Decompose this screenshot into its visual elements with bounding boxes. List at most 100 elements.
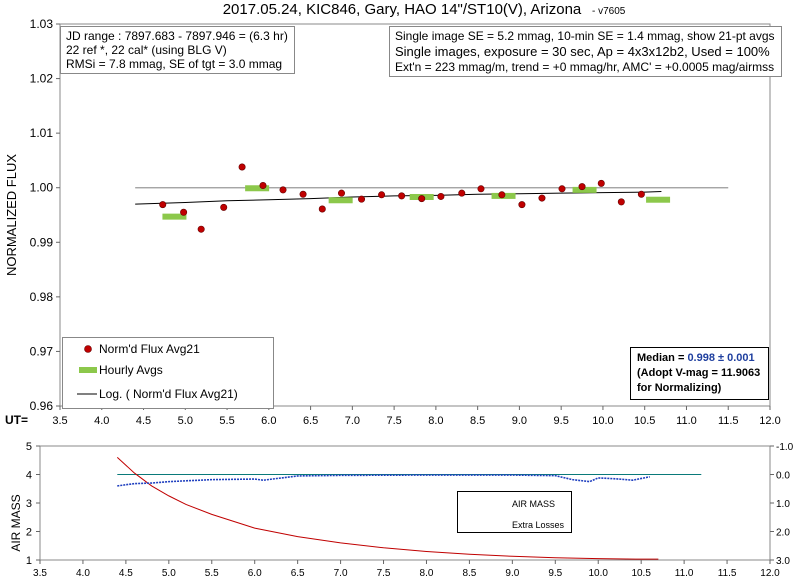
top-y-tick-label: 1.00 — [30, 181, 54, 195]
bottom-x-tick-label: 10.5 — [631, 568, 651, 579]
airmass-curve — [116, 457, 659, 560]
flux-point — [637, 190, 645, 198]
normalizing-line: for Normalizing) — [637, 382, 722, 394]
bottom-x-tick-label: 11.5 — [718, 568, 737, 579]
legend-hourly-marker — [79, 367, 97, 373]
hourly-avg-marker — [245, 185, 270, 192]
top-x-tick-label: 7.5 — [386, 415, 401, 427]
top-x-tick-label: 4.0 — [94, 415, 109, 427]
top-y-tick-label: 0.98 — [30, 290, 54, 304]
bottom-x-tick-label: 10.0 — [589, 568, 609, 579]
bottom-y-tick-label: 4 — [26, 470, 32, 482]
bottom-x-tick-label: 3.5 — [33, 568, 47, 579]
legend-top: Norm'd Flux Avg21 Hourly Avgs Log. ( Nor… — [62, 337, 274, 409]
adopt-vmag-line: (Adopt V-mag = 11.9063 — [637, 367, 761, 379]
chart-title: 2017.05.24, KIC846, Gary, HAO 14"/ST10(V… — [223, 1, 582, 18]
flux-point — [180, 208, 188, 216]
bottom-y2-tick-label: 1.0 — [776, 499, 790, 510]
flux-point — [220, 203, 228, 211]
bottom-y2-tick-label: 0.0 — [776, 471, 790, 482]
legend-airmass-label: AIR MASS — [512, 499, 556, 509]
top-y-tick-label: 0.96 — [30, 399, 54, 413]
top-x-tick-label: 11.0 — [676, 415, 697, 427]
chart-title-suffix: - v7605 — [592, 6, 626, 17]
top-y-tick-label: 1.02 — [30, 72, 54, 86]
bottom-x-tick-label: 6.5 — [291, 568, 305, 579]
info-left-line-1: JD range : 7897.683 - 7897.946 = (6.3 hr… — [66, 29, 288, 43]
top-x-tick-label: 5.0 — [178, 415, 193, 427]
flux-point — [538, 194, 546, 202]
top-x-axis-label: UT= — [5, 413, 28, 427]
top-x-tick-label: 10.5 — [634, 415, 655, 427]
top-y-tick-label: 0.99 — [30, 235, 54, 249]
flux-point — [617, 198, 625, 206]
bottom-x-tick-label: 7.5 — [377, 568, 391, 579]
legend-fit-label: Log. ( Norm'd Flux Avg21) — [99, 387, 238, 401]
hourly-avg-marker — [572, 186, 597, 193]
info-box-left: JD range : 7897.683 - 7897.946 = (6.3 hr… — [60, 26, 295, 74]
info-left-line-3: RMSi = 7.8 mmag, SE of tgt = 3.0 mmag — [66, 57, 283, 71]
bottom-x-tick-label: 11.0 — [675, 568, 694, 579]
bottom-y-tick-label: 3 — [26, 498, 32, 510]
top-y-tick-label: 1.03 — [30, 17, 54, 31]
top-y-axis-label: NORMALIZED FLUX — [4, 154, 19, 276]
legend-flux-marker — [84, 345, 92, 353]
info-right-line-1: Single image SE = 5.2 mmag, 10-min SE = … — [395, 29, 775, 43]
top-x-tick-label: 10.0 — [592, 415, 613, 427]
legend-hourly-label: Hourly Avgs — [99, 363, 163, 377]
bottom-x-tick-label: 7.0 — [334, 568, 348, 579]
bottom-x-tick-label: 4.0 — [76, 568, 90, 579]
median-line: Median = 0.998 ± 0.001 — [637, 351, 760, 366]
bottom-x-tick-label: 9.0 — [505, 568, 519, 579]
flux-point — [597, 179, 605, 187]
hourly-avg-marker — [328, 197, 353, 204]
bottom-x-tick-label: 12.0 — [760, 568, 780, 579]
bottom-x-tick-label: 4.5 — [119, 568, 133, 579]
median-value: 0.998 ± 0.001 — [687, 352, 755, 364]
top-x-tick-label: 9.0 — [512, 415, 527, 427]
flux-point — [437, 192, 445, 200]
bottom-x-tick-label: 9.5 — [548, 568, 562, 579]
top-x-tick-label: 9.5 — [554, 415, 569, 427]
bottom-y-tick-label: 5 — [26, 441, 32, 453]
top-x-tick-label: 6.5 — [303, 415, 318, 427]
hourly-avg-marker — [162, 213, 187, 220]
bottom-y2-tick-label: 2.0 — [776, 528, 790, 539]
bottom-y2-tick-label: 3.0 — [776, 556, 790, 567]
flux-point — [498, 191, 506, 199]
flux-point — [337, 189, 345, 197]
top-x-tick-label: 8.5 — [470, 415, 485, 427]
bottom-x-tick-label: 8.0 — [420, 568, 434, 579]
bottom-x-tick-label: 8.5 — [462, 568, 476, 579]
bottom-x-tick-label: 6.0 — [248, 568, 262, 579]
bottom-plot-area — [39, 445, 771, 561]
bottom-x-tick-label: 5.5 — [205, 568, 219, 579]
flux-point — [378, 191, 386, 199]
flux-point — [159, 201, 167, 209]
bottom-y2-tick-label: -1.0 — [776, 442, 794, 453]
top-y-tick-label: 1.01 — [30, 126, 54, 140]
top-x-tick-label: 11.5 — [718, 415, 739, 427]
info-left-line-2: 22 ref *, 22 cal* (using BLG V) — [66, 43, 227, 57]
flux-point — [558, 185, 566, 193]
bottom-y-axis-label: AIR MASS — [9, 494, 23, 551]
flux-point — [197, 225, 205, 233]
top-x-tick-label: 5.5 — [219, 415, 234, 427]
extra-losses-curve — [117, 474, 650, 487]
flux-point — [279, 186, 287, 194]
flux-point — [358, 195, 366, 203]
top-x-tick-label: 3.5 — [52, 415, 67, 427]
flux-point — [299, 190, 307, 198]
info-right-line-2: Single images, exposure = 30 sec, Ap = 4… — [395, 44, 770, 59]
legend-bottom: AIR MASS Extra Losses — [457, 491, 572, 533]
bottom-y-tick-label: 1 — [26, 555, 32, 567]
median-box: Median = 0.998 ± 0.001 (Adopt V-mag = 11… — [630, 347, 770, 400]
flux-point — [418, 195, 426, 203]
flux-point — [398, 192, 406, 200]
flux-point — [458, 189, 466, 197]
flux-point — [518, 201, 526, 209]
top-x-tick-label: 6.0 — [261, 415, 276, 427]
flux-point — [318, 205, 326, 213]
bottom-y-tick-label: 2 — [26, 527, 32, 539]
